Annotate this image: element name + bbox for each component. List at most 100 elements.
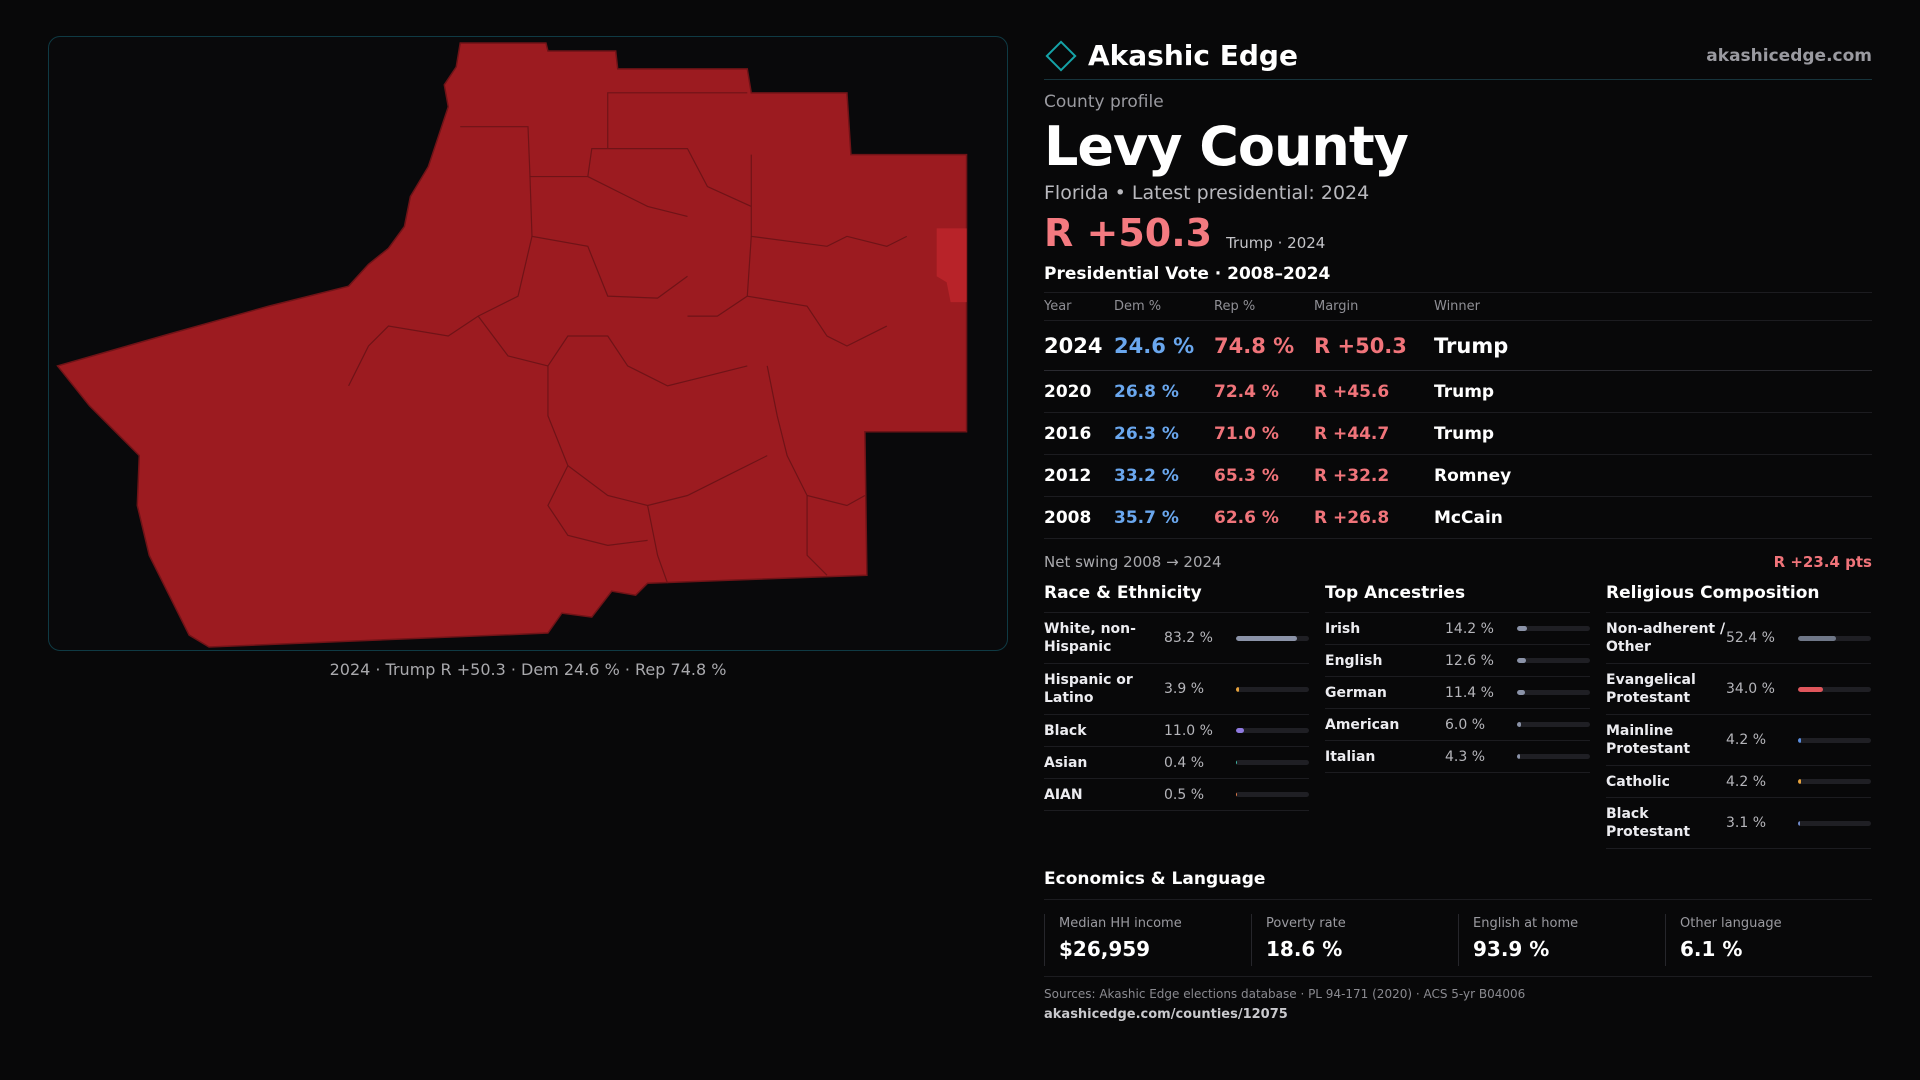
- religion-bar-track: [1798, 779, 1871, 785]
- race-label: Asian: [1044, 754, 1088, 771]
- ancestry-row: German 11.4 %: [1325, 677, 1590, 710]
- religion-bar-fill: [1798, 737, 1802, 743]
- cell-rep: 62.6 %: [1214, 496, 1314, 540]
- cell-winner: Trump: [1434, 412, 1872, 456]
- race-label: White, non-Hispanic: [1044, 620, 1136, 656]
- race-row: AIAN 0.5 %: [1044, 779, 1309, 812]
- race-value: 83.2 %: [1164, 630, 1213, 647]
- stat-label: Other language: [1680, 916, 1782, 932]
- economics-title: Economics & Language: [1044, 869, 1872, 901]
- stat-english-at-home: English at home 93.9 %: [1458, 914, 1665, 967]
- religion-row: Non-adherent / Other 52.4 %: [1606, 613, 1871, 665]
- religion-title: Religious Composition: [1606, 583, 1871, 614]
- cell-dem: 24.6 %: [1114, 320, 1214, 372]
- ancestry-bar-fill: [1517, 658, 1527, 664]
- religion-row: Black Protestant 3.1 %: [1606, 798, 1871, 850]
- header-margin: Margin: [1314, 293, 1434, 322]
- religion-label: Mainline Protestant: [1606, 722, 1691, 758]
- ancestry-bar-fill: [1517, 722, 1522, 728]
- ancestry-title: Top Ancestries: [1325, 583, 1590, 614]
- diamond-logo-icon: [1045, 39, 1077, 72]
- race-label: Black: [1044, 722, 1087, 739]
- ancestry-row: American 6.0 %: [1325, 709, 1590, 742]
- stat-label: Poverty rate: [1266, 916, 1346, 932]
- margin-note: Trump · 2024: [1226, 234, 1326, 253]
- race-bar-fill: [1236, 635, 1297, 641]
- race-bar-track: [1236, 760, 1309, 766]
- sources-note: Sources: Akashic Edge elections database…: [1044, 976, 1872, 1001]
- ancestry-column: Top Ancestries Irish 14.2 % English 12.6 % G…: [1325, 583, 1590, 849]
- stat-label: English at home: [1473, 916, 1579, 932]
- religion-row: Evangelical Protestant 34.0 %: [1606, 664, 1871, 716]
- cell-margin: R +32.2: [1314, 454, 1434, 498]
- precinct-borders: [348, 92, 908, 584]
- header-dem: Dem %: [1114, 293, 1214, 322]
- religion-bar-fill: [1798, 686, 1823, 692]
- swing-value: R +23.4 pts: [1773, 553, 1872, 572]
- cell-year: 2024: [1044, 320, 1114, 372]
- table-row: 2024 24.6 % 74.8 % R +50.3 Trump: [1044, 320, 1872, 372]
- table-row: 2008 35.7 % 62.6 % R +26.8 McCain: [1044, 496, 1872, 540]
- county-shape[interactable]: [56, 42, 968, 648]
- cell-margin: R +45.6: [1314, 370, 1434, 414]
- race-bar-track: [1236, 686, 1309, 692]
- religion-bar-fill: [1798, 635, 1837, 641]
- cell-rep: 65.3 %: [1214, 454, 1314, 498]
- stat-value: 93.9 %: [1473, 937, 1550, 962]
- race-bar-track: [1236, 728, 1309, 734]
- ancestry-value: 14.2 %: [1445, 620, 1494, 637]
- cell-winner: McCain: [1434, 496, 1872, 540]
- cell-year: 2020: [1044, 370, 1114, 414]
- cell-dem: 26.3 %: [1114, 412, 1214, 456]
- header-winner: Winner: [1434, 293, 1872, 322]
- race-bar-fill: [1236, 728, 1245, 734]
- cell-year: 2016: [1044, 412, 1114, 456]
- race-bar-fill: [1236, 686, 1239, 692]
- race-bar-fill: [1236, 760, 1237, 766]
- brand-name[interactable]: Akashic Edge: [1088, 39, 1298, 72]
- ancestry-bar-track: [1517, 754, 1590, 760]
- cell-dem: 33.2 %: [1114, 454, 1214, 498]
- race-value: 11.0 %: [1164, 722, 1213, 739]
- ancestry-bar-fill: [1517, 690, 1526, 696]
- cell-dem: 26.8 %: [1114, 370, 1214, 414]
- ancestry-bar-fill: [1517, 754, 1521, 760]
- ancestry-row: English 12.6 %: [1325, 645, 1590, 678]
- brand[interactable]: Akashic Edge: [1044, 39, 1298, 72]
- headline-margin: R +50.3 Trump · 2024: [1044, 214, 1872, 252]
- stat-poverty-rate: Poverty rate 18.6 %: [1251, 914, 1458, 967]
- religion-label: Evangelical Protestant: [1606, 671, 1696, 707]
- race-row: Black 11.0 %: [1044, 715, 1309, 748]
- swing-label: Net swing 2008 → 2024: [1044, 553, 1222, 572]
- religion-value: 3.1 %: [1726, 815, 1767, 832]
- demographics-section: Race & Ethnicity White, non-Hispanic 83.2…: [1044, 583, 1872, 850]
- cell-year: 2008: [1044, 496, 1114, 540]
- race-bar-track: [1236, 792, 1309, 798]
- header-year: Year: [1044, 293, 1114, 322]
- religion-value: 52.4 %: [1726, 630, 1775, 647]
- county-highlight: [936, 228, 967, 303]
- brand-url-link[interactable]: akashicedge.com: [1706, 45, 1872, 66]
- religion-row: Mainline Protestant 4.2 %: [1606, 715, 1871, 767]
- cell-winner: Trump: [1434, 320, 1872, 372]
- ancestry-label: German: [1325, 684, 1387, 701]
- religion-bar-track: [1798, 737, 1871, 743]
- religion-row: Catholic 4.2 %: [1606, 766, 1871, 799]
- map-caption: 2024 · Trump R +50.3 · Dem 24.6 % · Rep …: [329, 660, 727, 679]
- profile-panel: Akashic Edge akashicedge.com County prof…: [1044, 32, 1872, 1022]
- cell-winner: Trump: [1434, 370, 1872, 414]
- religion-bar-track: [1798, 635, 1871, 641]
- cell-margin: R +44.7: [1314, 412, 1434, 456]
- county-map[interactable]: [48, 36, 1008, 651]
- religion-column: Religious Composition Non-adherent / Oth…: [1606, 583, 1871, 850]
- ancestry-bar-track: [1517, 690, 1590, 696]
- header-rep: Rep %: [1214, 293, 1314, 322]
- source-url-link[interactable]: akashicedge.com/counties/12075: [1044, 1007, 1288, 1023]
- ancestry-value: 6.0 %: [1445, 716, 1486, 733]
- ancestry-bar-fill: [1517, 626, 1528, 632]
- table-header-row: Year Dem % Rep % Margin Winner: [1044, 293, 1872, 322]
- religion-bar-track: [1798, 820, 1871, 826]
- county-map-svg[interactable]: [49, 37, 1007, 650]
- page-title: Levy County: [1044, 115, 1409, 178]
- profile-subtitle: Florida • Latest presidential: 2024: [1044, 182, 1370, 205]
